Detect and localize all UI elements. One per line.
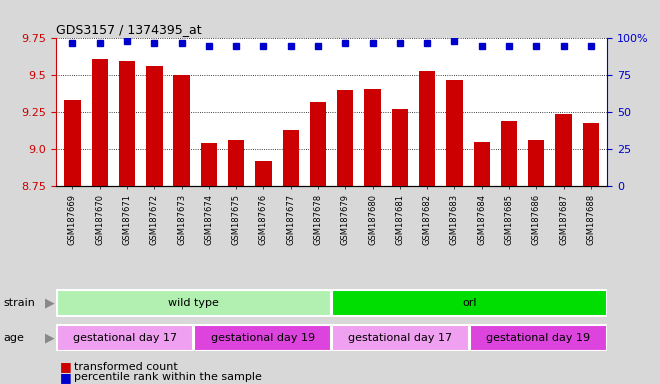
Text: transformed count: transformed count: [74, 362, 178, 372]
Text: ▶: ▶: [45, 296, 55, 310]
Bar: [470, 324, 607, 351]
Bar: [332, 324, 469, 351]
Bar: [201, 143, 217, 186]
Bar: [146, 66, 162, 186]
Bar: [228, 141, 244, 186]
Text: gestational day 19: gestational day 19: [211, 333, 315, 343]
Text: ■: ■: [59, 371, 71, 384]
Bar: [364, 89, 381, 186]
Bar: [332, 290, 607, 316]
Bar: [337, 90, 354, 186]
Bar: [195, 324, 331, 351]
Bar: [473, 142, 490, 186]
Text: GDS3157 / 1374395_at: GDS3157 / 1374395_at: [56, 23, 202, 36]
Bar: [528, 141, 544, 186]
Bar: [446, 80, 463, 186]
Bar: [310, 102, 326, 186]
Text: gestational day 19: gestational day 19: [486, 333, 591, 343]
Bar: [64, 101, 81, 186]
Bar: [391, 109, 408, 186]
Text: ■: ■: [59, 360, 71, 373]
Bar: [119, 61, 135, 186]
Bar: [501, 121, 517, 186]
Bar: [419, 71, 436, 186]
Bar: [282, 130, 299, 186]
Bar: [57, 324, 193, 351]
Bar: [255, 161, 272, 186]
Text: ▶: ▶: [45, 331, 55, 344]
Text: percentile rank within the sample: percentile rank within the sample: [74, 372, 262, 382]
Bar: [174, 75, 190, 186]
Bar: [555, 114, 572, 186]
Text: age: age: [3, 333, 24, 343]
Bar: [583, 122, 599, 186]
Text: wild type: wild type: [168, 298, 219, 308]
Text: gestational day 17: gestational day 17: [348, 333, 453, 343]
Bar: [92, 59, 108, 186]
Bar: [57, 290, 331, 316]
Text: gestational day 17: gestational day 17: [73, 333, 177, 343]
Text: orl: orl: [462, 298, 477, 308]
Text: strain: strain: [3, 298, 35, 308]
